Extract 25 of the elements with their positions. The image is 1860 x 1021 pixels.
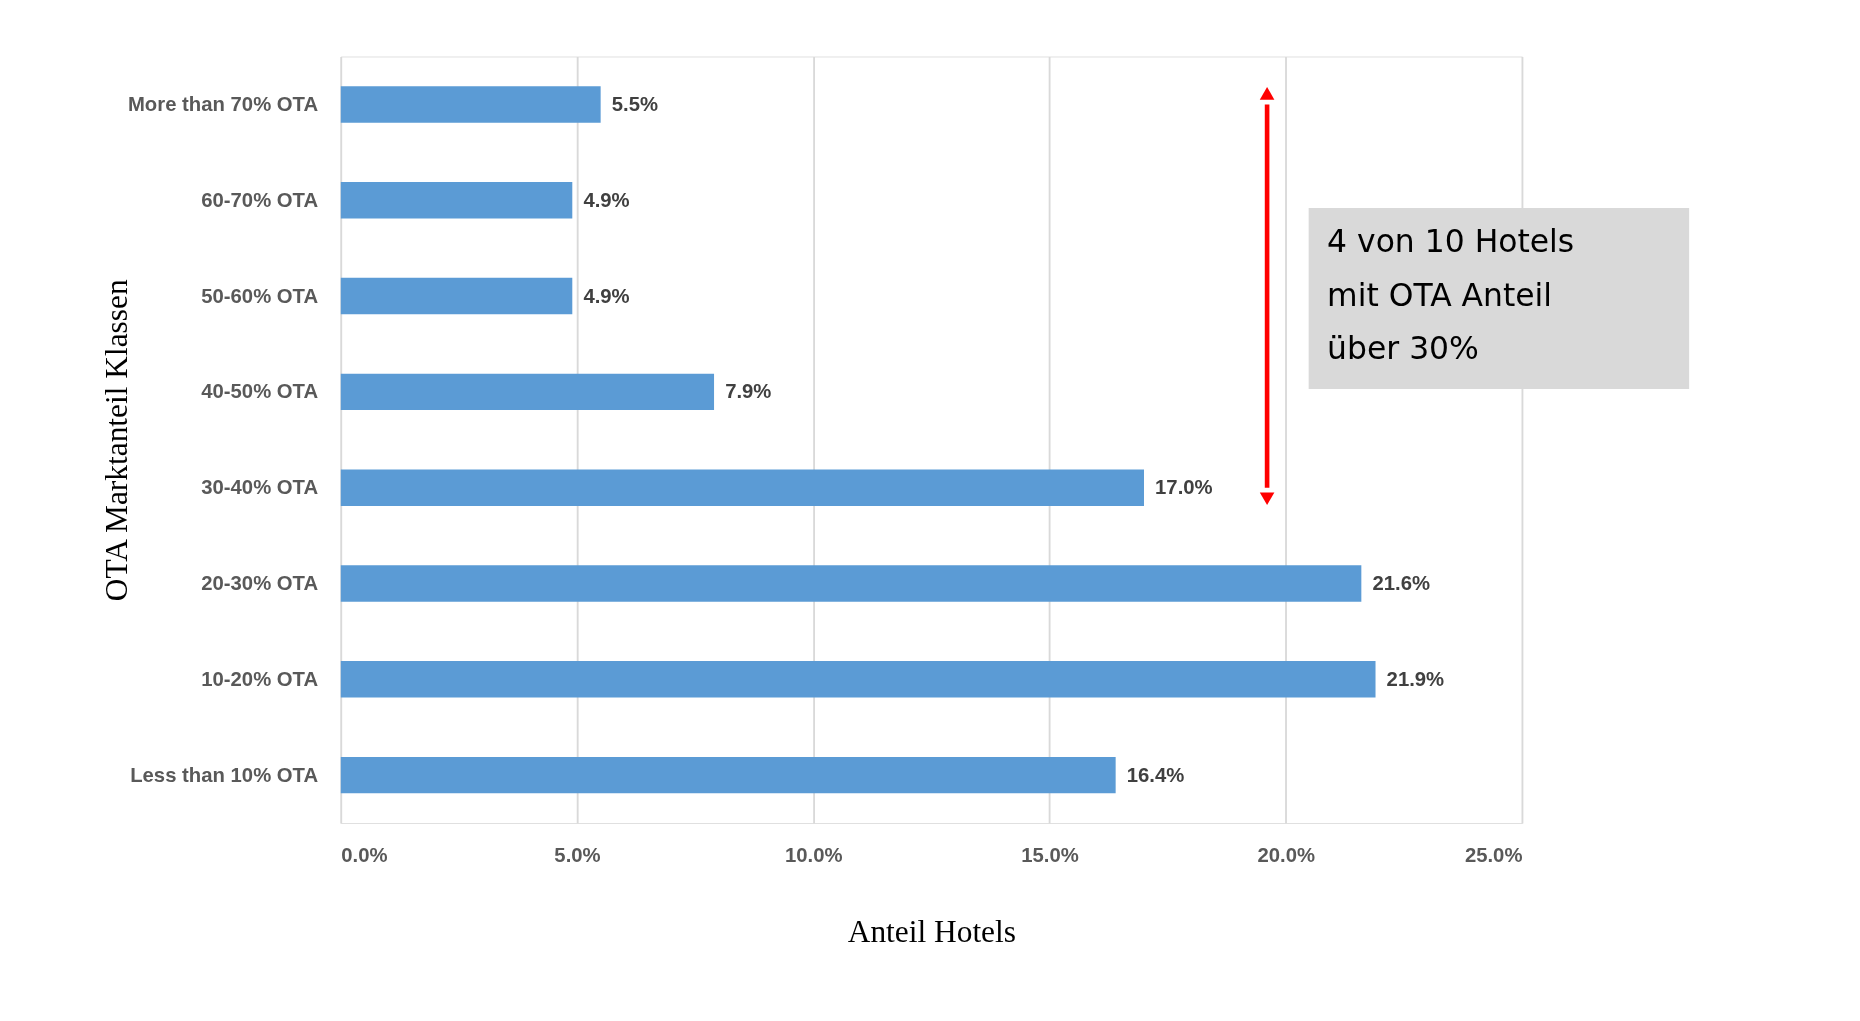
data-label: 4.9%	[583, 188, 630, 211]
y-tick-label: 40-50% OTA	[201, 380, 319, 403]
data-label: 5.5%	[611, 92, 658, 115]
y-tick-label: Less than 10% OTA	[130, 763, 319, 786]
y-tick-label: 30-40% OTA	[201, 476, 319, 499]
data-label: 21.6%	[1372, 571, 1430, 594]
data-label: 4.9%	[583, 284, 630, 307]
y-tick-label: 20-30% OTA	[201, 571, 319, 594]
x-tick-label: 20.0%	[1257, 844, 1315, 867]
data-label: 17.0%	[1155, 476, 1213, 499]
y-axis-title: OTA Marktanteil Klassen	[98, 279, 134, 602]
x-tick-label: 5.0%	[554, 844, 601, 867]
annotation: 4 von 10 Hotels mit OTA Anteil über 30%	[1327, 223, 1575, 367]
data-label: 7.9%	[725, 380, 772, 403]
y-tick-label: 10-20% OTA	[201, 667, 319, 690]
x-tick-label: 25.0%	[1464, 844, 1523, 867]
x-axis-title: Anteil Hotels	[847, 913, 1016, 949]
y-tick-label: 50-60% OTA	[201, 284, 319, 307]
y-tick-label: More than 70% OTA	[127, 92, 319, 115]
data-label: 21.9%	[1386, 667, 1445, 690]
data-label: 16.4%	[1126, 763, 1185, 786]
x-tick-label: 0.0%	[341, 844, 388, 867]
x-tick-label: 10.0%	[784, 844, 843, 867]
y-tick-label: 60-70% OTA	[201, 188, 319, 211]
x-tick-label: 15.0%	[1021, 844, 1079, 867]
